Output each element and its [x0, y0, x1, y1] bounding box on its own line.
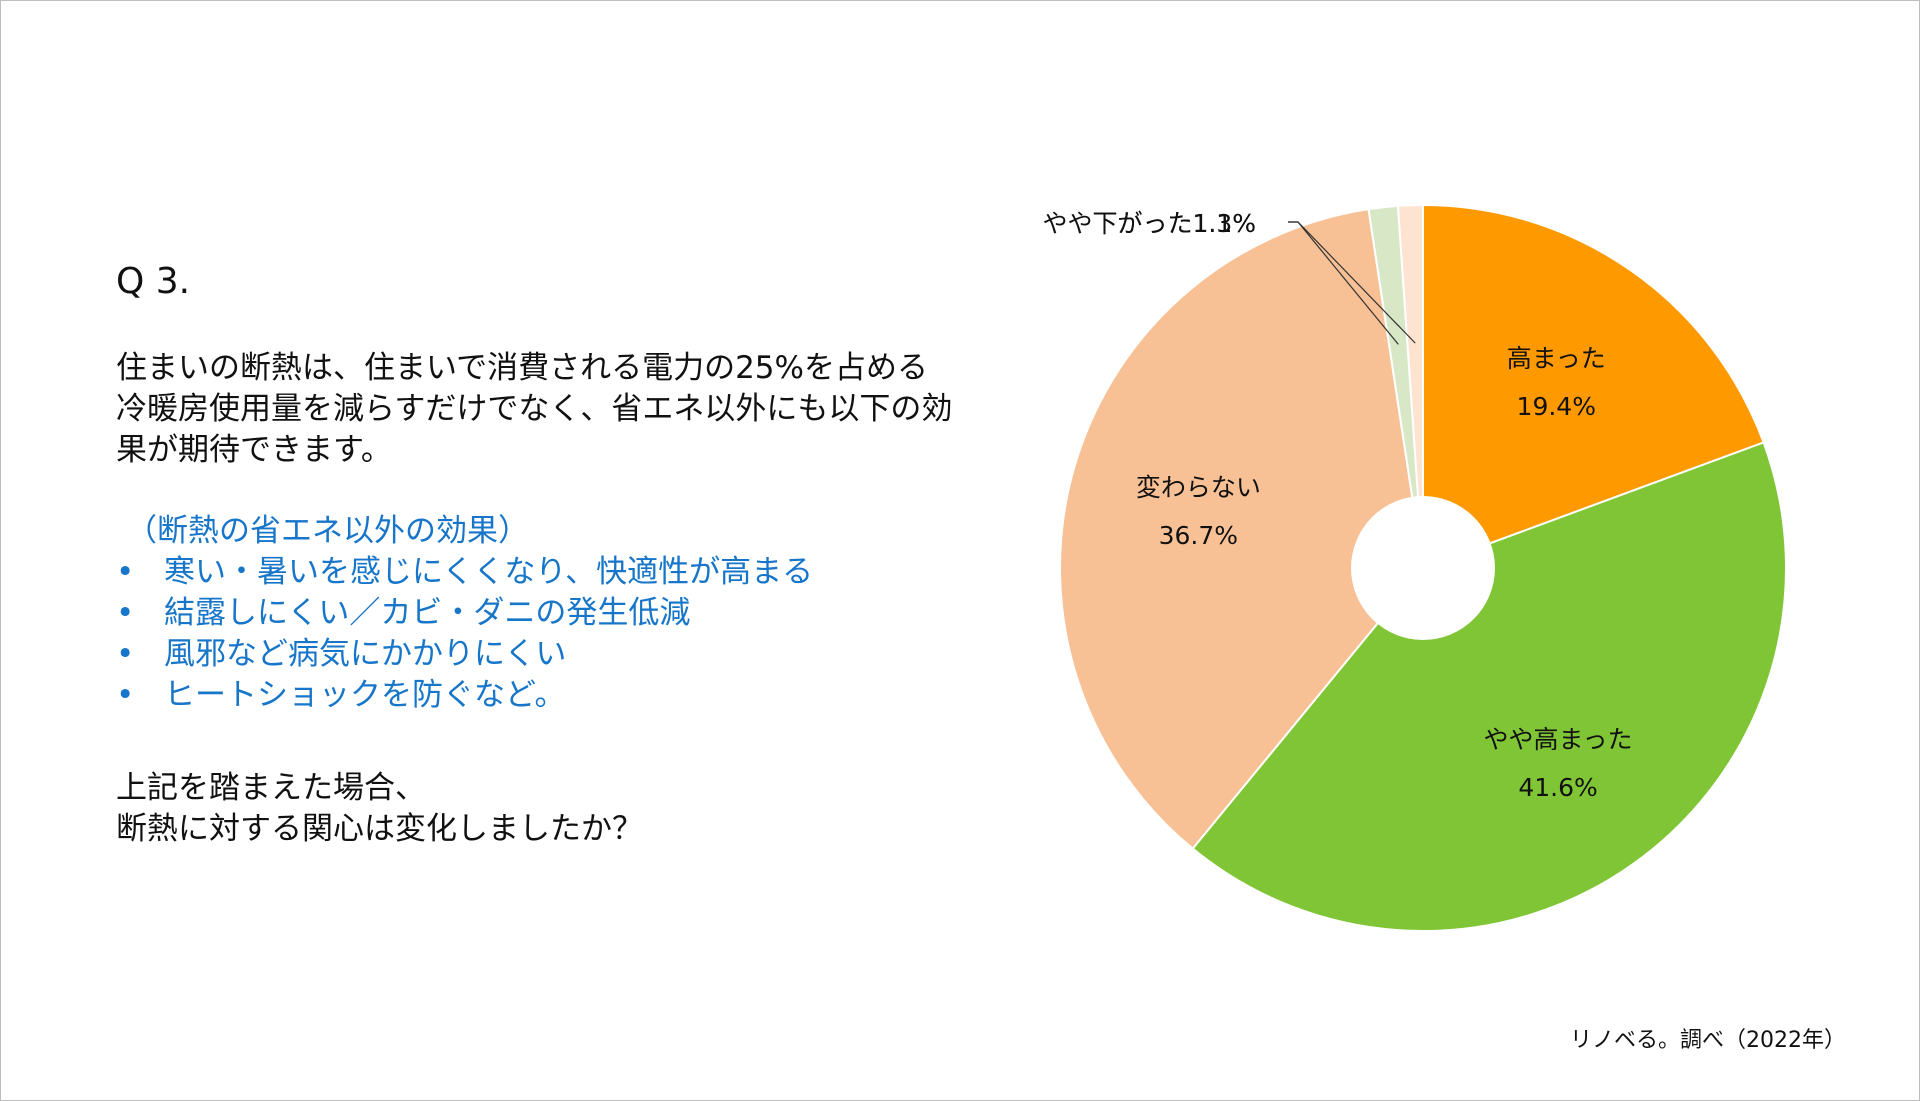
bullet-icon: • — [116, 636, 135, 672]
prompt-line: 上記を踏まえた場合、 — [116, 770, 426, 806]
effect-text: 風邪など病気にかかりにくい — [164, 636, 567, 672]
list-item: • ヒートショックを防ぐなど。 — [116, 675, 956, 716]
donut-hole — [1351, 496, 1495, 640]
slice-value-label: 19.4% — [1517, 392, 1596, 421]
pie-slice — [1422, 203, 1765, 570]
slice-label: 高まった — [1507, 344, 1606, 373]
question-panel: Q 3. 住まいの断熱は、住まいで消費される電力の25%を占める冷暖房使用量を減… — [116, 260, 956, 850]
effects-list: • 寒い・暑いを感じにくくなり、快適性が高まる • 結露しにくい／カビ・ダニの発生低… — [116, 552, 956, 716]
list-item: • 風邪など病気にかかりにくい — [116, 634, 956, 675]
list-item: • 寒い・暑いを感じにくくなり、快適性が高まる — [116, 552, 956, 593]
question-text: 住まいの断熱は、住まいで消費される電力の25%を占める冷暖房使用量を減らすだけで… — [116, 350, 953, 468]
slice-value-label: 36.7% — [1159, 521, 1238, 550]
bullet-icon: • — [116, 677, 135, 713]
list-item: • 結露しにくい／カビ・ダニの発生低減 — [116, 593, 956, 634]
pie-slice — [1191, 441, 1787, 932]
question-prompt: 上記を踏まえた場合、 断熱に対する関心は変化しましたか？ — [116, 768, 956, 850]
callout-label: やや下がった1.3% — [1042, 209, 1256, 238]
leader-line — [1288, 221, 1416, 344]
bullet-icon: • — [116, 595, 135, 631]
slice-label: やや高まった — [1484, 725, 1633, 754]
slice-value-label: 41.6% — [1518, 773, 1597, 802]
callout-label: 下がった1.1% — [1092, 209, 1256, 238]
source-note: リノベる。調べ（2022年） — [1570, 1028, 1846, 1053]
pie-slice — [1396, 203, 1424, 569]
effect-text: 寒い・暑いを感じにくくなり、快適性が高まる — [164, 554, 814, 590]
effect-text: 結露しにくい／カビ・ダニの発生低減 — [164, 595, 691, 631]
question-number: Q 3. — [116, 261, 191, 302]
effect-text: ヒートショックを防ぐなど。 — [164, 677, 566, 713]
effects-title: （断熱の省エネ以外の効果） — [126, 513, 529, 549]
bullet-icon: • — [116, 554, 135, 590]
prompt-line: 断熱に対する関心は変化しましたか？ — [116, 811, 643, 847]
pie-slice — [1059, 207, 1425, 850]
slice-label: 変わらない — [1136, 473, 1261, 502]
